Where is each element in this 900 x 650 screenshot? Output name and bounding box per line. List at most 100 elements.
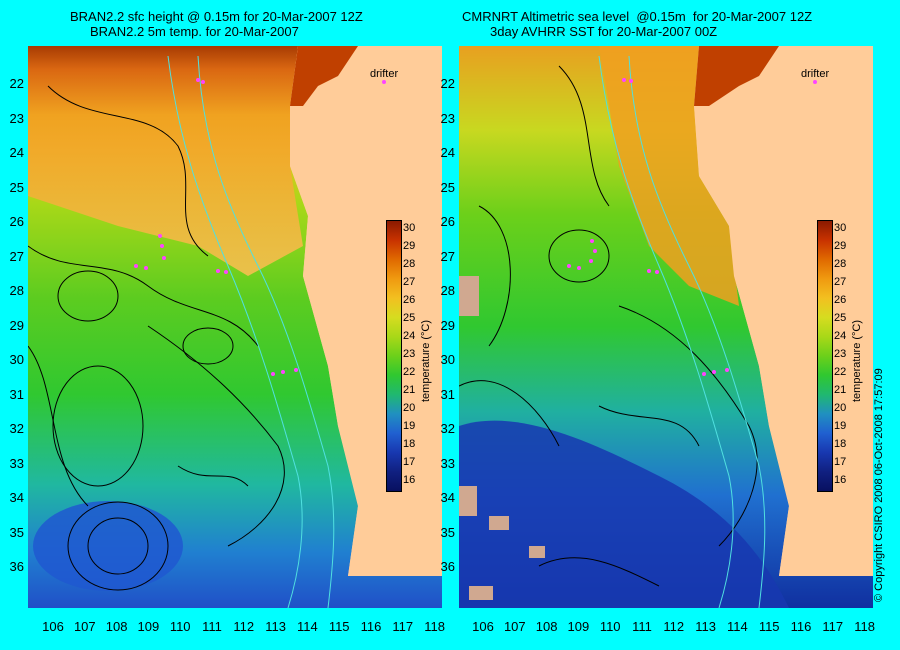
right-contours — [459, 65, 758, 587]
latitude-label: 28 — [9, 283, 24, 298]
colorbar-tick-label: 19 — [403, 420, 416, 432]
longitude-label: 113 — [695, 619, 716, 634]
copyright-text: © Copyright CSIRO 2008 06-Oct-2008 17:57… — [873, 368, 885, 602]
left-map-svg — [28, 46, 442, 608]
colorbar-tick-label: 23 — [403, 348, 416, 360]
latitude-label: 33 — [9, 455, 24, 471]
longitude-label: 115 — [328, 619, 350, 634]
longitude-label: 112 — [233, 619, 255, 634]
latitude-label: 25 — [440, 179, 455, 195]
right-title-line1: CMRNRT Altimetric sea level @0.15m for 2… — [462, 9, 813, 24]
right-bathymetry-lines — [598, 55, 766, 608]
latitude-label: 30 — [9, 352, 24, 367]
colorbar-tick-label: 22 — [834, 366, 847, 378]
longitude-label: 107 — [503, 619, 526, 634]
longitude-label: 118 — [854, 619, 875, 634]
colorbar-tick-label: 21 — [834, 384, 847, 396]
longitude-label: 114 — [297, 619, 318, 634]
colorbar-tick-label: 17 — [403, 456, 416, 468]
longitude-label: 107 — [73, 619, 96, 634]
latitude-label: 31 — [9, 386, 24, 402]
latitude-label: 27 — [440, 248, 455, 264]
left-title-line2: BRAN2.2 5m temp. for 20-Mar-2007 — [90, 24, 299, 39]
colorbar-tick-label: 26 — [403, 294, 416, 306]
right-cloud-gaps — [459, 276, 545, 600]
longitude-label: 110 — [599, 619, 621, 634]
colorbar-tick-label: 25 — [403, 312, 416, 324]
colorbar-tick-label: 18 — [834, 438, 847, 450]
right-map-panel — [459, 46, 873, 608]
longitude-label: 115 — [758, 619, 780, 634]
colorbar-tick-label: 29 — [403, 240, 416, 252]
left-map-panel — [28, 46, 442, 608]
right-map-svg — [459, 46, 873, 608]
latitude-label: 29 — [440, 317, 455, 333]
colorbar-tick-label: 17 — [834, 456, 847, 468]
right-cold-patches — [459, 420, 789, 608]
longitude-label: 109 — [137, 619, 160, 634]
colorbar-tick-label: 22 — [403, 366, 416, 378]
colorbar-tick-label: 18 — [403, 438, 416, 450]
latitude-label: 35 — [440, 524, 455, 540]
colorbar-tick-label: 21 — [403, 384, 416, 396]
latitude-label: 22 — [440, 76, 455, 91]
latitude-label: 27 — [9, 248, 24, 264]
longitude-label: 116 — [360, 619, 382, 634]
latitude-label: 30 — [440, 352, 455, 367]
colorbar-tick-label: 30 — [403, 222, 416, 234]
left-colorbar — [386, 220, 402, 492]
right-drifter-tracks — [567, 78, 817, 376]
longitude-label: 110 — [169, 619, 191, 634]
colorbar-tick-label: 25 — [834, 312, 847, 324]
longitude-label: 109 — [567, 619, 590, 634]
colorbar-tick-label: 28 — [403, 258, 416, 270]
left-land — [290, 46, 442, 576]
latitude-label: 34 — [440, 490, 455, 505]
colorbar-tick-label: 20 — [403, 402, 416, 414]
colorbar-tick-label: 27 — [403, 276, 416, 288]
longitude-label: 111 — [632, 619, 652, 634]
longitude-label: 116 — [790, 619, 812, 634]
latitude-label: 24 — [440, 145, 455, 160]
longitude-label: 111 — [202, 619, 222, 634]
latitude-label: 24 — [9, 145, 24, 160]
longitude-label: 106 — [42, 619, 64, 634]
left-bathymetry-lines — [167, 55, 335, 608]
right-land-heat — [694, 46, 779, 106]
longitude-label: 118 — [424, 619, 445, 634]
latitude-label: 28 — [440, 283, 455, 298]
longitude-label: 108 — [105, 619, 128, 634]
right-colorbar-title: temperature (°C) — [851, 319, 863, 402]
colorbar-tick-label: 30 — [834, 222, 847, 234]
latitude-label: 22 — [9, 76, 24, 91]
colorbar-tick-label: 19 — [834, 420, 847, 432]
longitude-label: 117 — [822, 619, 844, 634]
left-contours — [28, 85, 285, 591]
colorbar-tick-label: 16 — [834, 474, 847, 486]
latitude-label: 36 — [9, 559, 24, 574]
colorbar-tick-label: 29 — [834, 240, 847, 252]
left-warm-shelf — [28, 46, 303, 276]
longitude-label: 108 — [535, 619, 558, 634]
colorbar-tick-label: 16 — [403, 474, 416, 486]
latitude-label: 25 — [9, 179, 24, 195]
latitude-label: 32 — [440, 421, 455, 436]
latitude-label: 23 — [440, 110, 455, 126]
colorbar-tick-label: 23 — [834, 348, 847, 360]
longitude-label: 106 — [472, 619, 494, 634]
colorbar-tick-label: 24 — [403, 330, 416, 342]
right-colorbar — [817, 220, 833, 492]
longitude-label: 117 — [392, 619, 414, 634]
longitude-label: 113 — [265, 619, 286, 634]
latitude-label: 33 — [440, 455, 455, 471]
colorbar-tick-label: 24 — [834, 330, 847, 342]
longitude-label: 114 — [727, 619, 748, 634]
colorbar-tick-label: 20 — [834, 402, 847, 414]
left-land-heat — [290, 46, 358, 106]
latitude-label: 31 — [440, 386, 455, 402]
latitude-label: 36 — [440, 559, 455, 574]
left-title-line1: BRAN2.2 sfc height @ 0.15m for 20-Mar-20… — [70, 9, 363, 24]
latitude-label: 26 — [440, 214, 455, 229]
latitude-label: 35 — [9, 524, 24, 540]
right-drifter-label: drifter — [801, 68, 830, 80]
